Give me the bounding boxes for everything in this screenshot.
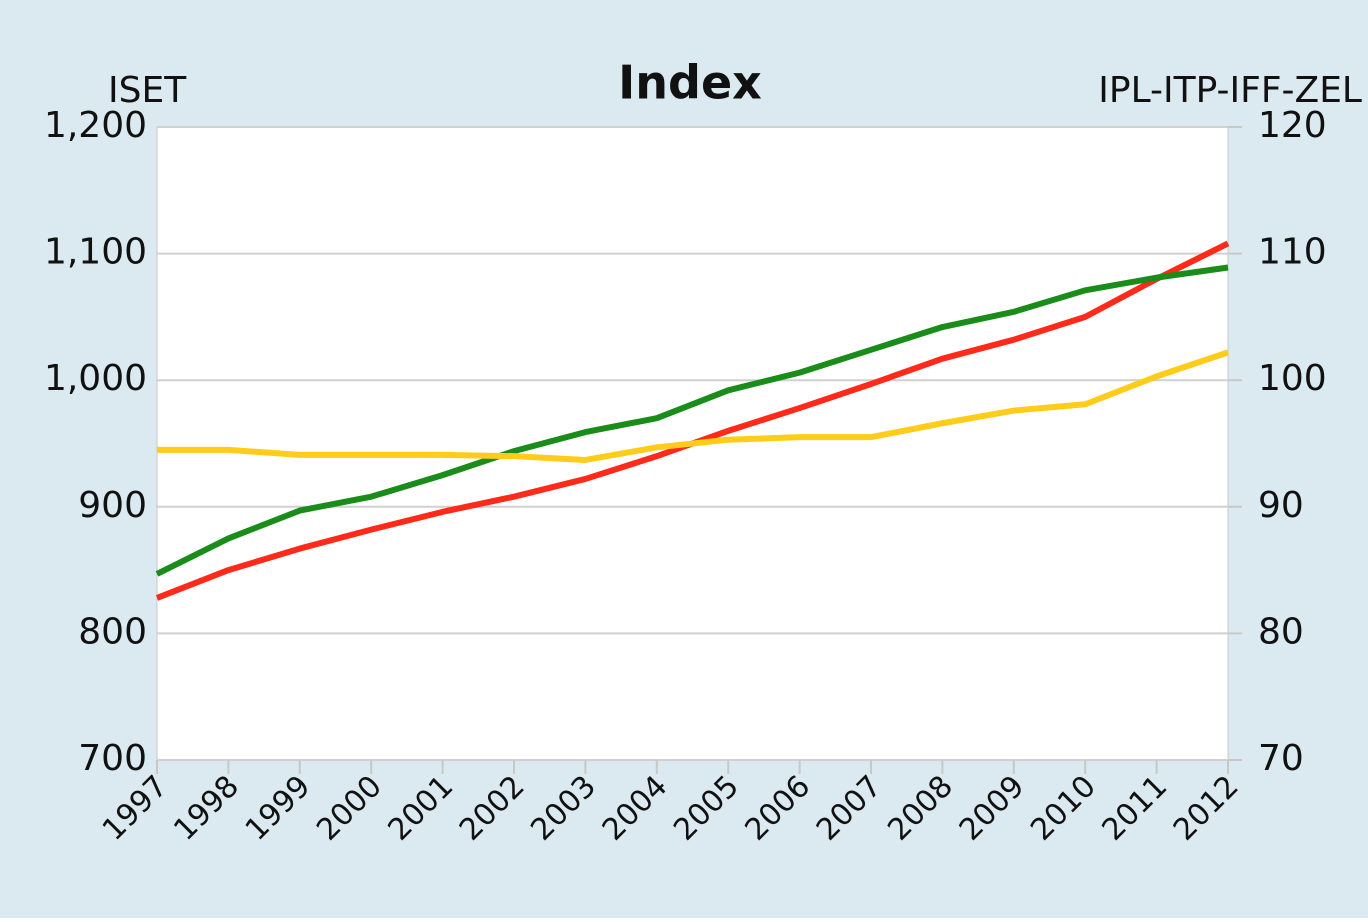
y-axis-label: ISET <box>108 70 187 111</box>
y2-tick-label: 80 <box>1258 611 1304 652</box>
series-line <box>157 349 1229 463</box>
y2-axis-label: IPL-ITP-IFF-ZEL <box>1098 70 1362 111</box>
y-tick-label: 800 <box>78 611 147 652</box>
y2-tick-label: 110 <box>1258 232 1327 273</box>
y-tick-label: 1,200 <box>44 105 147 146</box>
y-tick-label: 700 <box>78 738 147 779</box>
y2-tick-label: 120 <box>1258 105 1327 146</box>
series-line <box>155 264 1229 577</box>
y2-tick-label: 100 <box>1258 358 1327 399</box>
y-tick-label: 900 <box>78 485 147 526</box>
y-tick-label: 1,000 <box>44 358 147 399</box>
y2-tick-label: 90 <box>1258 485 1304 526</box>
y2-tick-label: 70 <box>1258 738 1304 779</box>
y-tick-label: 1,100 <box>44 232 147 273</box>
chart-title: Index <box>618 56 762 110</box>
